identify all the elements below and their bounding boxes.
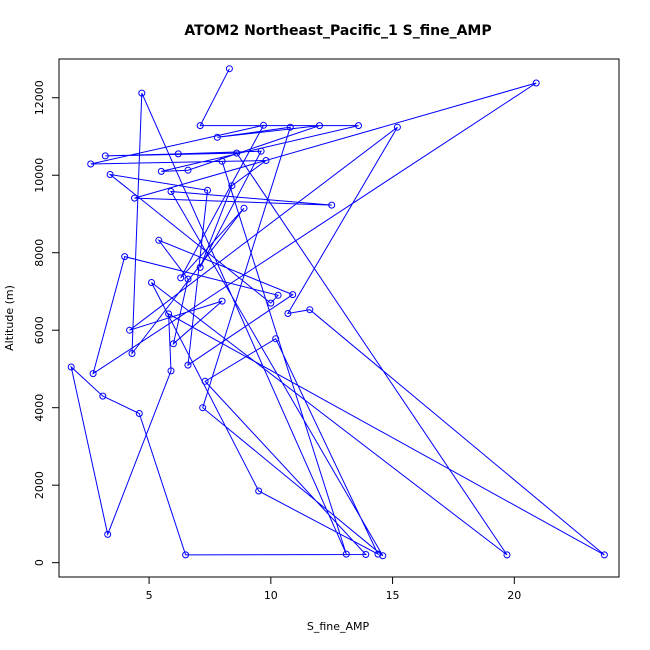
- y-tick-label: 6000: [33, 316, 46, 344]
- data-point: [184, 275, 192, 283]
- data-point: [101, 152, 109, 160]
- data-point: [532, 79, 540, 87]
- data-point: [374, 550, 382, 558]
- data-point: [342, 550, 350, 558]
- y-tick-label: 10000: [33, 158, 46, 193]
- data-point: [257, 147, 265, 155]
- y-axis-label: Altitude (m): [3, 285, 16, 351]
- data-point: [99, 392, 107, 400]
- data-point: [289, 291, 297, 299]
- plot-frame: [58, 58, 620, 578]
- data-point: [157, 167, 165, 175]
- x-tick-label: 10: [264, 589, 278, 602]
- data-point: [131, 194, 138, 202]
- data-point: [267, 299, 275, 307]
- data-point: [87, 160, 95, 168]
- data-point: [184, 361, 192, 369]
- data-point: [262, 157, 270, 164]
- data-point: [362, 551, 370, 558]
- y-tick-label: 0: [33, 559, 46, 566]
- data-point: [148, 279, 155, 286]
- data-point: [379, 552, 387, 560]
- data-point: [240, 204, 248, 212]
- data-point: [218, 157, 226, 165]
- data-point: [106, 171, 114, 178]
- y-tick-label: 4000: [33, 394, 46, 422]
- data-point: [138, 89, 146, 97]
- data-point: [128, 350, 136, 357]
- data-point: [167, 188, 175, 195]
- data-point: [121, 253, 129, 261]
- data-point: [233, 149, 241, 157]
- data-point: [600, 551, 608, 559]
- data-point: [89, 370, 97, 378]
- y-axis: 0 2000 4000 6000 8000 10000 12000: [33, 80, 59, 566]
- data-point: [165, 310, 173, 318]
- data-point: [306, 306, 314, 314]
- data-point: [182, 551, 190, 559]
- chart-title: ATOM2 Northeast_Pacific_1 S_fine_AMP: [184, 23, 491, 39]
- y-tick-label: 12000: [33, 80, 46, 115]
- data-point: [201, 377, 209, 385]
- data-point: [225, 65, 233, 73]
- data-point: [272, 335, 280, 343]
- data-point: [169, 340, 177, 348]
- data-point: [228, 182, 236, 190]
- data-point: [196, 263, 204, 271]
- y-tick-label: 8000: [33, 239, 46, 267]
- data-point: [196, 122, 204, 130]
- data-point: [286, 123, 294, 131]
- data-point: [260, 121, 267, 129]
- data-point: [155, 236, 163, 244]
- data-point: [213, 133, 221, 141]
- data-point: [67, 363, 75, 371]
- data-point: [204, 186, 211, 194]
- data-points: [67, 65, 608, 560]
- x-axis-label: S_fine_AMP: [307, 620, 370, 633]
- data-point: [218, 297, 226, 305]
- y-tick-label: 2000: [33, 471, 46, 499]
- data-point: [503, 551, 511, 559]
- data-point: [393, 123, 401, 131]
- x-axis: 5 10 15 20: [146, 577, 521, 602]
- data-point: [355, 122, 362, 130]
- x-tick-label: 20: [507, 589, 521, 602]
- data-point: [104, 530, 112, 538]
- data-point: [177, 274, 185, 282]
- data-point: [316, 122, 323, 130]
- data-point: [126, 326, 134, 334]
- data-point: [174, 150, 182, 158]
- data-point: [167, 367, 175, 375]
- data-point: [184, 166, 192, 174]
- data-point: [135, 410, 143, 417]
- data-point: [284, 310, 292, 317]
- data-point: [199, 404, 207, 412]
- data-point: [255, 487, 263, 495]
- data-point: [274, 291, 282, 299]
- x-tick-label: 5: [146, 589, 153, 602]
- data-point: [328, 201, 336, 209]
- x-tick-label: 15: [386, 589, 400, 602]
- series-line: [70, 68, 605, 557]
